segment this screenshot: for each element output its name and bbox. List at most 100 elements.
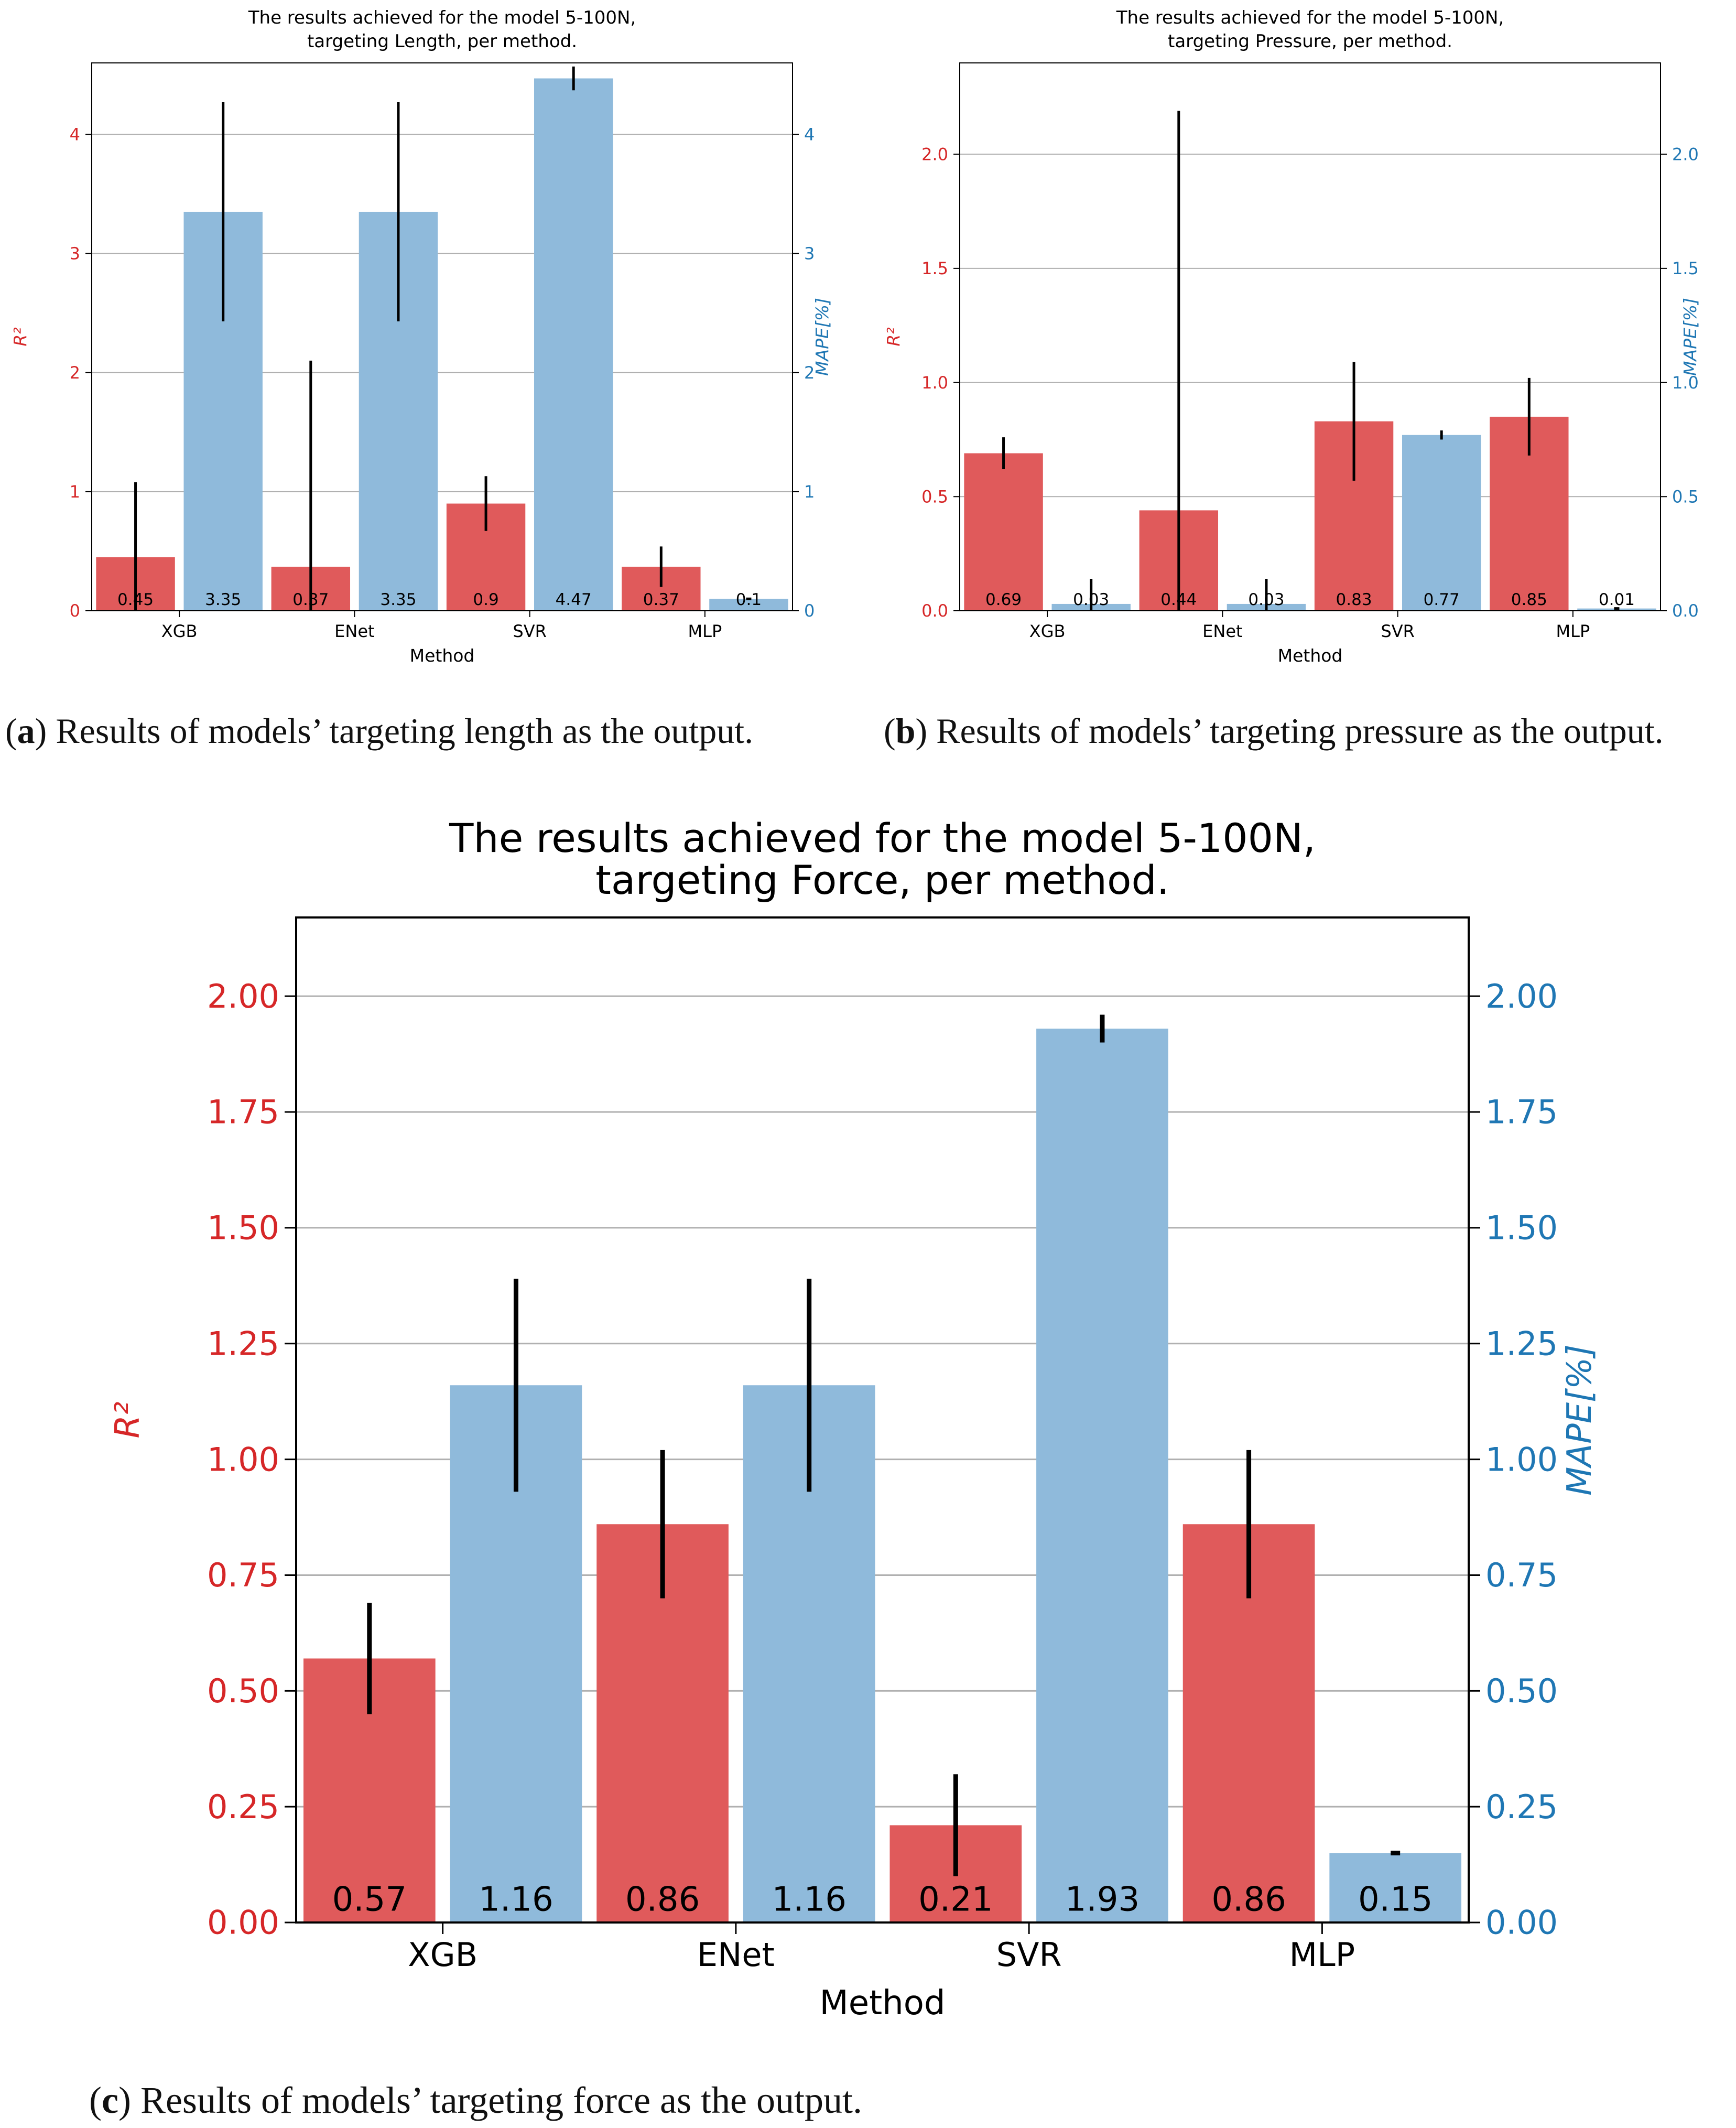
y-tick-label-left: 1.0 bbox=[921, 373, 948, 393]
y-tick-label-right: 2 bbox=[804, 363, 815, 383]
bar-value-label: 4.47 bbox=[556, 590, 592, 609]
axes-frame bbox=[91, 62, 793, 611]
bar-value-label: 0.03 bbox=[1073, 590, 1109, 609]
x-tick-label: XGB bbox=[1029, 621, 1066, 641]
y-tick-label-right: 1.00 bbox=[1485, 1440, 1558, 1478]
mape-bar-svr bbox=[534, 78, 613, 611]
y-tick-label-left: 0.00 bbox=[207, 1904, 279, 1942]
y-axis-label-right: MAPE[%] bbox=[1560, 1344, 1599, 1496]
caption-a: (a) Results of models’ targeting length … bbox=[5, 711, 754, 751]
bar-value-label: 0.57 bbox=[332, 1881, 407, 1919]
y-tick-label-left: 4 bbox=[70, 125, 80, 145]
axes-frame bbox=[295, 916, 1470, 1924]
x-tick-label: SVR bbox=[1381, 621, 1414, 641]
y-axis-label-right: MAPE[%] bbox=[812, 298, 832, 376]
bar-value-label: 0.1 bbox=[736, 590, 762, 609]
mape-bar-mlp bbox=[709, 599, 788, 611]
y-tick-label-left: 2 bbox=[70, 363, 80, 383]
y-tick-label-right: 0.25 bbox=[1485, 1788, 1558, 1826]
y-tick-label-left: 2.0 bbox=[921, 144, 948, 164]
y-tick-label-right: 0.5 bbox=[1672, 487, 1699, 506]
caption-c: (c) Results of models’ targeting force a… bbox=[89, 2079, 862, 2121]
bar-value-label: 0.86 bbox=[1211, 1881, 1286, 1919]
x-tick-label: MLP bbox=[1289, 1936, 1355, 1974]
y-tick-label-left: 1.75 bbox=[207, 1093, 279, 1131]
y-axis-label-right: MAPE[%] bbox=[1680, 298, 1700, 376]
y-axis-label-left: R² bbox=[108, 1401, 147, 1438]
bar-value-label: 1.93 bbox=[1065, 1881, 1140, 1919]
mape-bar-svr bbox=[1036, 1029, 1168, 1922]
y-tick-label-left: 1 bbox=[70, 482, 80, 502]
bar-value-label: 3.35 bbox=[205, 590, 241, 609]
mape-bar-svr bbox=[1402, 435, 1481, 611]
y-tick-label-right: 2.0 bbox=[1672, 144, 1699, 164]
y-tick-label-right: 4 bbox=[804, 125, 815, 145]
x-tick-label: SVR bbox=[513, 621, 546, 641]
chart-title: The results achieved for the model 5-100… bbox=[449, 815, 1316, 861]
bar-value-label: 0.83 bbox=[1336, 590, 1372, 609]
chart-panel-pressure: 0.69 0.03 XGB 0.44 0.03 ENet 0.83 0.77 SVR 0.85 0.… bbox=[868, 0, 1736, 676]
y-tick-label-left: 0 bbox=[70, 601, 80, 621]
y-tick-label-right: 1.50 bbox=[1485, 1209, 1558, 1247]
x-axis-label: Method bbox=[1278, 645, 1343, 666]
bar-value-label: 0.86 bbox=[625, 1881, 700, 1919]
y-tick-label-right: 1.25 bbox=[1485, 1324, 1558, 1363]
y-tick-label-right: 1.75 bbox=[1485, 1093, 1558, 1131]
y-tick-label-right: 0.75 bbox=[1485, 1556, 1558, 1594]
bar-value-label: 0.03 bbox=[1248, 590, 1284, 609]
x-tick-label: XGB bbox=[408, 1936, 478, 1974]
y-axis-label-left: R² bbox=[10, 327, 30, 346]
x-axis-label: Method bbox=[819, 1984, 945, 2023]
bar-value-label: 0.37 bbox=[292, 590, 329, 609]
chart-title: The results achieved for the model 5-100… bbox=[248, 7, 636, 28]
y-tick-label-left: 0.0 bbox=[921, 601, 948, 621]
y-tick-label-right: 1.0 bbox=[1672, 373, 1699, 393]
bar-value-label: 1.16 bbox=[479, 1881, 554, 1919]
y-tick-label-left: 0.25 bbox=[207, 1788, 279, 1826]
y-tick-label-left: 1.00 bbox=[207, 1440, 279, 1478]
y-tick-label-left: 1.50 bbox=[207, 1209, 279, 1247]
bar-value-label: 0.9 bbox=[473, 590, 498, 609]
bar-value-label: 0.37 bbox=[643, 590, 679, 609]
axes-frame bbox=[959, 62, 1661, 611]
bar-value-label: 0.21 bbox=[918, 1881, 993, 1919]
y-axis-label-left: R² bbox=[883, 327, 904, 346]
x-tick-label: XGB bbox=[161, 621, 198, 641]
y-tick-label-right: 0.0 bbox=[1672, 601, 1699, 621]
y-tick-label-left: 0.75 bbox=[207, 1556, 279, 1594]
y-tick-label-right: 1 bbox=[804, 482, 815, 502]
y-tick-label-right: 3 bbox=[804, 244, 815, 264]
r2-bar-xgb bbox=[964, 453, 1043, 611]
bar-value-label: 0.69 bbox=[985, 590, 1022, 609]
mape-bar-mlp bbox=[1329, 1853, 1462, 1922]
chart-svg: 0.69 0.03 XGB 0.44 0.03 ENet 0.83 0.77 SVR 0.85 0.… bbox=[883, 7, 1700, 666]
chart-title: The results achieved for the model 5-100… bbox=[1116, 7, 1504, 28]
y-tick-label-left: 0.5 bbox=[921, 487, 948, 506]
caption-b: (b) Results of models’ targeting pressur… bbox=[884, 711, 1664, 751]
x-tick-label: ENet bbox=[1202, 621, 1242, 641]
x-tick-label: ENet bbox=[334, 621, 374, 641]
bar-value-label: 3.35 bbox=[380, 590, 416, 609]
y-tick-label-left: 1.25 bbox=[207, 1324, 279, 1363]
x-tick-label: MLP bbox=[1556, 621, 1590, 641]
chart-svg: 0.45 3.35 XGB 0.37 3.35 ENet 0.9 4.47 SVR 0.37 0.1… bbox=[10, 7, 832, 666]
y-tick-label-right: 0.50 bbox=[1485, 1672, 1558, 1710]
chart-panel-length: 0.45 3.35 XGB 0.37 3.35 ENet 0.9 4.47 SVR 0.37 0.1… bbox=[0, 0, 868, 676]
bar-value-label: 0.15 bbox=[1358, 1881, 1433, 1919]
bar-value-label: 0.77 bbox=[1424, 590, 1460, 609]
bar-value-label: 1.16 bbox=[772, 1881, 847, 1919]
chart-title-line2: targeting Force, per method. bbox=[595, 857, 1169, 903]
x-axis-label: Method bbox=[410, 645, 475, 666]
y-tick-label-left: 1.5 bbox=[921, 258, 948, 278]
chart-panel-force: 0.57 1.16 XGB 0.86 1.16 ENet 0.21 1.93 SVR 0.86 0.… bbox=[0, 682, 1736, 2128]
y-tick-label-left: 3 bbox=[70, 244, 80, 264]
y-tick-label-left: 2.00 bbox=[207, 977, 279, 1016]
chart-title-line2: targeting Pressure, per method. bbox=[1168, 31, 1452, 52]
bar-value-label: 0.85 bbox=[1511, 590, 1547, 609]
x-tick-label: SVR bbox=[996, 1936, 1062, 1974]
x-tick-label: ENet bbox=[697, 1936, 775, 1974]
y-tick-label-right: 1.5 bbox=[1672, 258, 1699, 278]
x-tick-label: MLP bbox=[688, 621, 722, 641]
y-tick-label-right: 0.00 bbox=[1485, 1904, 1558, 1942]
